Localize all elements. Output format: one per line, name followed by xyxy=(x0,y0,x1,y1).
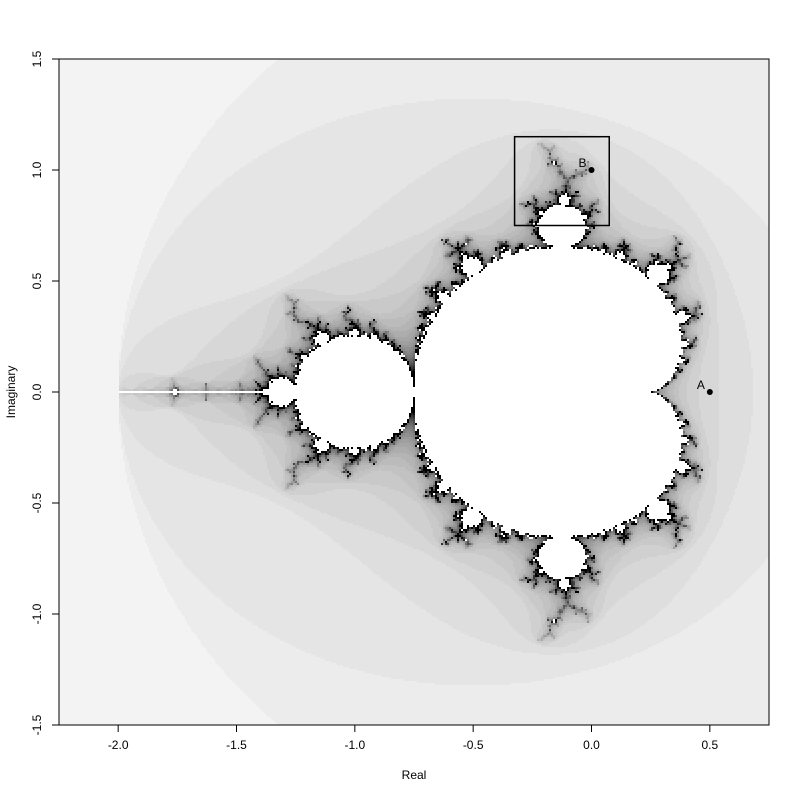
fractal-band xyxy=(119,161,691,623)
y-tick-label: -1.5 xyxy=(30,714,44,735)
x-axis-label: Real xyxy=(402,768,427,782)
point-label: A xyxy=(697,378,705,392)
x-tick-label: 0.5 xyxy=(701,738,718,752)
x-tick-label: -2.0 xyxy=(108,738,129,752)
point-label: B xyxy=(578,156,586,170)
x-tick-label: -1.0 xyxy=(344,738,365,752)
y-tick-label: 1.5 xyxy=(30,50,44,67)
x-tick-label: -0.5 xyxy=(463,738,484,752)
fractal-image xyxy=(59,59,769,725)
zoom-box xyxy=(513,135,610,227)
y-tick-label: -1.0 xyxy=(30,603,44,624)
y-tick-label: 0.5 xyxy=(30,272,44,289)
x-tick-label: -1.5 xyxy=(226,738,247,752)
x-tick-label: 0.0 xyxy=(583,738,600,752)
fractal-band xyxy=(119,99,769,685)
y-tick-label: -0.5 xyxy=(30,492,44,513)
y-tick-label: 1.0 xyxy=(30,161,44,178)
y-tick-label: 0.0 xyxy=(30,383,44,400)
fractal-band xyxy=(119,59,769,725)
y-axis-label: Imaginary xyxy=(4,366,18,419)
fractal-band xyxy=(59,59,277,725)
fractal-band xyxy=(119,137,719,647)
point xyxy=(706,389,713,395)
fractal-band xyxy=(257,163,695,621)
point xyxy=(588,167,595,173)
